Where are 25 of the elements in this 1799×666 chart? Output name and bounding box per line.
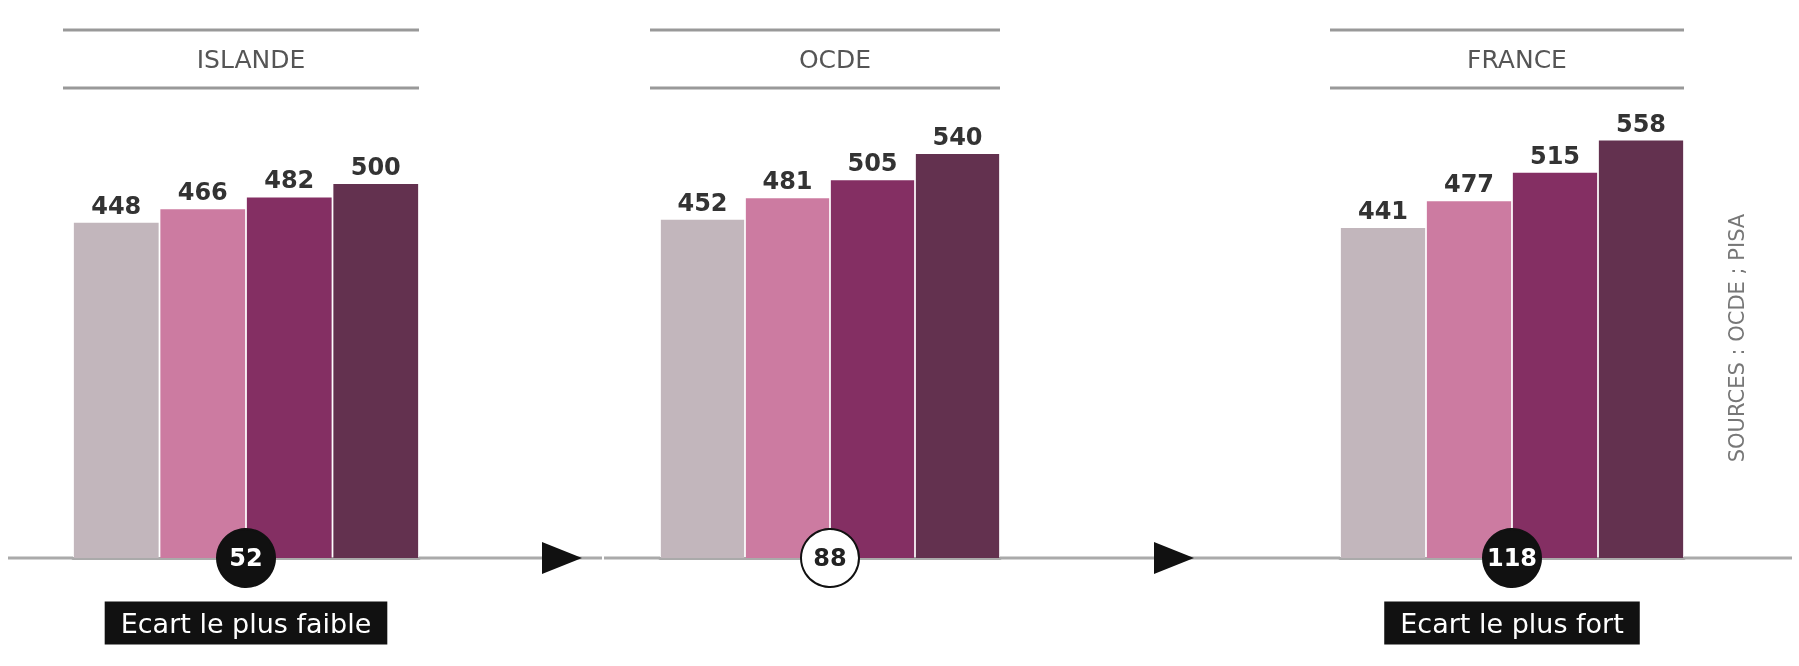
data-label: 482 bbox=[264, 166, 315, 195]
data-label: 477 bbox=[1443, 170, 1495, 199]
data-label: 481 bbox=[762, 167, 813, 196]
data-label: 540 bbox=[932, 122, 983, 151]
data-label: 515 bbox=[1529, 141, 1581, 170]
bar bbox=[73, 222, 159, 558]
source-note: SOURCES : OCDE ; PISA bbox=[1725, 213, 1749, 463]
bar bbox=[660, 219, 745, 558]
text: Ecart le plus fort bbox=[1400, 607, 1624, 639]
data-label: 500 bbox=[350, 152, 401, 181]
annotation: 118 bbox=[1486, 544, 1538, 572]
data-label: 448 bbox=[91, 191, 142, 220]
chart-title: FRANCE bbox=[1467, 45, 1567, 74]
bar bbox=[915, 153, 1000, 558]
annotation: 88 bbox=[813, 544, 847, 572]
text: Ecart le plus faible bbox=[120, 607, 372, 639]
data-label: 441 bbox=[1357, 197, 1409, 226]
data-label: 466 bbox=[177, 178, 228, 207]
data-label: 452 bbox=[677, 188, 728, 217]
chart-title: ISLANDE bbox=[196, 45, 306, 74]
data-label: 505 bbox=[847, 149, 898, 178]
bar bbox=[333, 183, 419, 558]
annotation: 52 bbox=[229, 544, 263, 572]
chart-title: OCDE bbox=[798, 45, 872, 74]
data-label: 558 bbox=[1615, 109, 1667, 138]
